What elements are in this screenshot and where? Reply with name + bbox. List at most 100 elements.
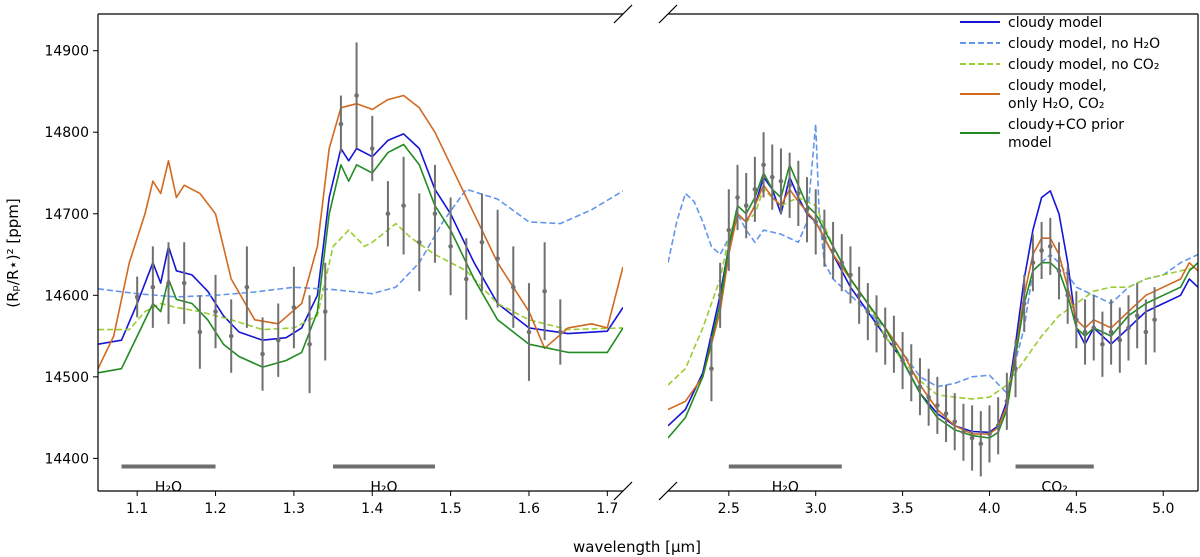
- left-data-point-8: [260, 351, 265, 357]
- left-series-1-line: [98, 188, 623, 298]
- right-data-point-18: [865, 309, 871, 314]
- right-data-point-11: [804, 207, 810, 212]
- right-data-point-48: [1126, 325, 1131, 331]
- right-data-point-35: [1013, 366, 1018, 371]
- left-band-label-1: H₂O: [370, 480, 397, 496]
- right-data-point-4: [743, 203, 749, 208]
- right-xtick-label-0: 2.5: [718, 501, 740, 517]
- right-data-point-30: [969, 435, 975, 441]
- right-data-point-34: [1004, 399, 1010, 404]
- right-xtick-label-5: 5.0: [1152, 501, 1174, 517]
- right-data-point-44: [1091, 325, 1097, 331]
- left-data-point-18: [416, 240, 422, 245]
- left-data-point-12: [322, 309, 328, 314]
- right-data-point-20: [882, 333, 888, 339]
- legend-label-1-0: cloudy model, no H₂O: [1008, 36, 1160, 52]
- right-data-point-45: [1100, 341, 1105, 347]
- right-data-point-14: [830, 248, 836, 253]
- break-mark-1: [613, 481, 633, 501]
- left-data-point-9: [275, 337, 281, 343]
- right-band-label-1: CO₂: [1041, 480, 1067, 496]
- left-data-point-22: [479, 240, 485, 245]
- left-data-point-1: [150, 284, 156, 290]
- left-band-label-0: H₂O: [155, 480, 182, 496]
- left-data-point-10: [291, 305, 297, 310]
- legend-label-4-1: model: [1008, 135, 1052, 151]
- right-data-point-17: [856, 293, 862, 298]
- ytick-label-0: 14400: [44, 451, 89, 467]
- left-xtick-label-3: 1.4: [361, 501, 383, 517]
- right-xtick-label-4: 4.5: [1065, 501, 1087, 517]
- right-series-1-line: [668, 123, 1198, 395]
- right-data-point-31: [978, 441, 984, 447]
- right-plot-area: [668, 123, 1198, 477]
- left-plot-area: [98, 42, 623, 394]
- right-data-point-27: [943, 411, 949, 416]
- right-data-point-13: [822, 235, 827, 241]
- break-mark-2: [658, 4, 678, 24]
- right-data-point-38: [1039, 248, 1044, 253]
- right-data-point-5: [752, 187, 758, 192]
- legend-label-2-0: cloudy model, no CO₂: [1008, 57, 1159, 73]
- left-data-point-3: [181, 280, 187, 286]
- y-axis-label: (Rₚ/R⋆)² [ppm]: [4, 198, 22, 308]
- right-data-point-43: [1082, 329, 1088, 335]
- right-data-point-51: [1152, 317, 1157, 323]
- left-data-point-17: [401, 203, 406, 208]
- right-data-point-29: [961, 429, 966, 435]
- ytick-label-2: 14600: [44, 288, 89, 304]
- left-xtick-label-4: 1.5: [439, 501, 461, 517]
- right-data-point-8: [778, 178, 784, 184]
- left-data-point-23: [495, 256, 500, 261]
- right-panel: H₂O CO₂ 2.5 3.0 3.5 4.0 4.5 5.0: [668, 13, 1199, 517]
- right-data-point-32: [987, 431, 992, 437]
- left-panel: H₂O H₂O 1.1 1.2 1.3 1.4 1.5 1.6 1.7 14400 14500 146…: [44, 13, 623, 517]
- left-xtick-label-1: 1.2: [204, 501, 226, 517]
- right-band-label-0: H₂O: [772, 480, 799, 496]
- break-mark-3: [658, 481, 678, 501]
- left-data-point-21: [463, 276, 469, 282]
- right-data-point-39: [1047, 244, 1053, 249]
- right-data-point-12: [813, 219, 819, 225]
- right-data-point-49: [1134, 313, 1140, 318]
- right-data-point-1: [717, 293, 723, 298]
- right-data-point-22: [900, 358, 905, 363]
- legend-label-4-0: cloudy+CO prior: [1008, 117, 1124, 133]
- left-data-point-15: [369, 146, 375, 151]
- right-data-point-7: [769, 174, 775, 180]
- left-data-point-6: [228, 333, 234, 339]
- right-data-point-42: [1074, 317, 1079, 323]
- left-series-3-line: [98, 94, 623, 370]
- left-xtick-label-2: 1.3: [283, 501, 305, 517]
- right-data-point-10: [796, 191, 801, 196]
- right-data-point-0: [709, 366, 714, 371]
- legend-label-0-0: cloudy model: [1008, 15, 1102, 31]
- left-data-point-27: [558, 329, 563, 335]
- right-data-point-47: [1117, 337, 1123, 343]
- right-data-point-15: [839, 260, 845, 265]
- left-xtick-label-0: 1.1: [126, 501, 148, 517]
- left-data-point-19: [432, 211, 438, 217]
- right-data-point-21: [891, 341, 897, 347]
- left-data-point-2: [166, 280, 171, 286]
- legend-label-3-1: only H₂O, CO₂: [1008, 96, 1105, 112]
- left-data-point-4: [197, 329, 203, 335]
- left-data-point-0: [134, 294, 140, 300]
- right-data-point-50: [1143, 329, 1149, 335]
- right-data-point-46: [1108, 329, 1114, 335]
- right-data-point-16: [848, 272, 853, 278]
- right-data-point-3: [735, 195, 740, 200]
- ytick-label-1: 14500: [44, 370, 89, 386]
- right-data-point-41: [1065, 293, 1070, 298]
- right-data-point-2: [726, 227, 732, 233]
- left-data-point-5: [213, 309, 218, 314]
- ytick-label-5: 14900: [44, 44, 89, 60]
- x-axis-label: wavelength [μm]: [573, 538, 701, 556]
- legend-label-3-0: cloudy model,: [1008, 78, 1107, 94]
- right-data-point-23: [908, 370, 914, 376]
- left-xtick-label-6: 1.7: [596, 501, 618, 517]
- break-mark-0: [613, 4, 633, 24]
- right-data-point-37: [1030, 260, 1036, 265]
- left-data-point-11: [307, 341, 312, 347]
